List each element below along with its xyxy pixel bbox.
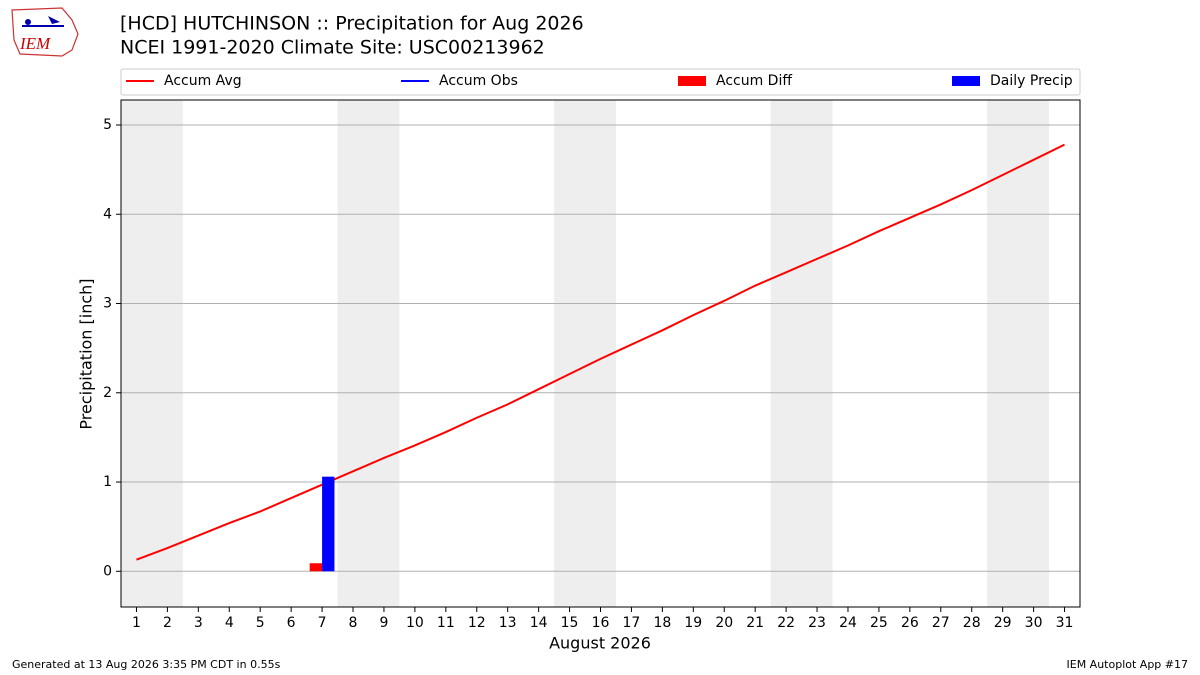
bar [322,476,335,572]
logo-outline [11,7,79,57]
x-tick-label: 5 [256,615,265,631]
x-tick-label: 18 [653,615,671,631]
legend-label: Accum Diff [716,73,792,89]
legend-swatch [952,76,980,86]
logo: IEM [11,7,79,57]
weekend-shade [554,100,616,607]
x-tick-label: 16 [592,615,610,631]
footer-right: IEM Autoplot App #17 [1067,658,1189,671]
x-axis-label: August 2026 [549,634,651,653]
chart-title: [HCD] HUTCHINSON :: Precipitation for Au… [120,13,584,35]
legend-box [120,68,1081,96]
y-axis-label: Precipitation [inch] [77,278,96,429]
x-tick-label: 17 [623,615,641,631]
x-tick-label: 24 [839,615,857,631]
x-tick-label: 27 [932,615,950,631]
logo-dot [25,19,31,25]
x-tick-label: 6 [287,615,296,631]
legend-label: Accum Avg [164,73,242,89]
x-tick-label: 25 [870,615,888,631]
x-tick-label: 30 [1025,615,1043,631]
x-tick-label: 8 [349,615,358,631]
plot-frame [120,99,1081,608]
x-tick-label: 20 [715,615,733,631]
x-tick-label: 22 [777,615,795,631]
x-tick-label: 15 [561,615,579,631]
y-tick-label: 3 [103,296,112,312]
x-tick-label: 14 [530,615,548,631]
x-tick-label: 12 [468,615,486,631]
legend-swatch [678,76,706,86]
legend-label: Daily Precip [990,73,1073,89]
x-tick-label: 7 [318,615,327,631]
y-tick-label: 2 [103,385,112,401]
x-tick-label: 21 [746,615,764,631]
footer-left: Generated at 13 Aug 2026 3:35 PM CDT in … [12,658,281,671]
bar [309,563,323,572]
x-tick-label: 29 [994,615,1012,631]
x-tick-label: 11 [437,615,455,631]
plot-area [121,100,1080,607]
x-tick-label: 31 [1056,615,1074,631]
x-tick-label: 10 [406,615,424,631]
x-tick-label: 3 [194,615,203,631]
x-tick-label: 23 [808,615,826,631]
weekend-shade [770,100,833,607]
x-tick-label: 13 [499,615,517,631]
y-tick-label: 1 [103,474,112,490]
chart-subtitle: NCEI 1991-2020 Climate Site: USC00213962 [120,37,545,59]
x-tick-label: 28 [963,615,981,631]
y-tick-label: 4 [103,206,112,222]
y-tick-label: 5 [103,117,112,133]
x-tick-label: 19 [684,615,702,631]
x-tick-label: 9 [379,615,388,631]
weekend-shade [987,100,1050,607]
logo-text: IEM [19,34,51,53]
y-tick-label: 0 [103,563,112,579]
x-tick-label: 1 [132,615,141,631]
logo-flag [48,16,60,24]
x-tick-label: 2 [163,615,172,631]
weekend-shade [121,100,183,607]
line-series [136,143,1065,561]
weekend-shade [337,100,400,607]
legend-label: Accum Obs [439,73,518,89]
x-tick-label: 26 [901,615,919,631]
x-tick-label: 4 [225,615,234,631]
